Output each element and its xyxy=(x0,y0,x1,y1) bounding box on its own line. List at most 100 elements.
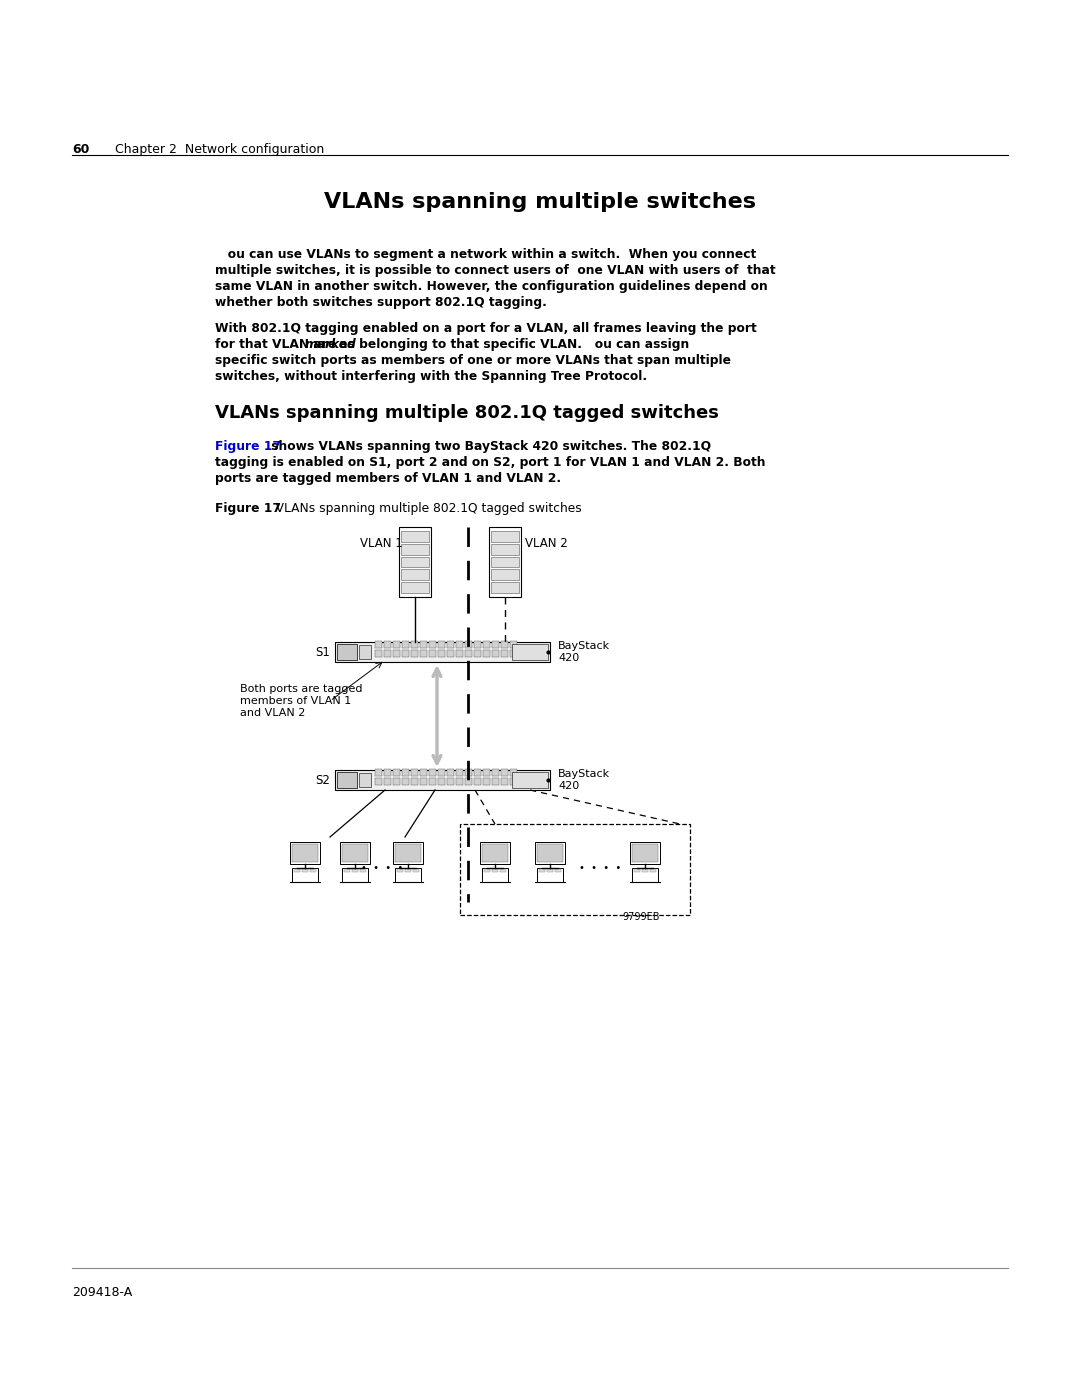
Bar xyxy=(310,869,316,872)
Bar xyxy=(492,650,499,657)
Bar xyxy=(465,641,472,648)
Bar xyxy=(491,543,519,555)
Text: •  •  •  •: • • • • xyxy=(361,863,403,873)
Bar xyxy=(411,641,418,648)
Bar xyxy=(402,641,409,648)
Bar xyxy=(399,527,431,597)
Bar xyxy=(375,641,382,648)
Text: 420: 420 xyxy=(558,781,579,791)
Bar xyxy=(483,641,490,648)
Bar xyxy=(345,869,350,872)
Text: tagging is enabled on S1, port 2 and on S2, port 1 for VLAN 1 and VLAN 2. Both: tagging is enabled on S1, port 2 and on … xyxy=(215,455,766,469)
Bar xyxy=(393,641,400,648)
Bar xyxy=(384,641,391,648)
Bar xyxy=(484,869,490,872)
Bar xyxy=(401,570,429,580)
Bar xyxy=(465,778,472,785)
Bar xyxy=(483,768,490,775)
Text: With 802.1Q tagging enabled on a port for a VLAN, all frames leaving the port: With 802.1Q tagging enabled on a port fo… xyxy=(215,321,757,335)
Bar xyxy=(650,869,656,872)
Bar xyxy=(512,773,548,788)
Bar xyxy=(480,842,510,863)
Bar xyxy=(456,641,463,648)
Bar xyxy=(491,583,519,592)
Bar xyxy=(413,869,419,872)
Bar xyxy=(438,641,445,648)
Bar xyxy=(292,844,318,862)
Bar xyxy=(420,641,427,648)
Bar xyxy=(630,842,660,863)
Bar xyxy=(402,778,409,785)
Text: VLAN 2: VLAN 2 xyxy=(525,536,568,550)
Bar xyxy=(294,869,300,872)
Bar xyxy=(460,824,690,915)
Bar xyxy=(429,778,436,785)
Text: 420: 420 xyxy=(558,652,579,664)
Bar xyxy=(510,768,517,775)
Bar xyxy=(302,869,308,872)
Bar xyxy=(420,650,427,657)
Bar xyxy=(429,650,436,657)
Bar xyxy=(483,778,490,785)
Text: Figure 17: Figure 17 xyxy=(215,502,281,515)
Text: specific switch ports as members of one or more VLANs that span multiple: specific switch ports as members of one … xyxy=(215,353,731,367)
Bar xyxy=(634,869,640,872)
Bar xyxy=(535,842,565,863)
Text: whether both switches support 802.1Q tagging.: whether both switches support 802.1Q tag… xyxy=(215,296,546,309)
Bar xyxy=(420,768,427,775)
Bar xyxy=(340,842,370,863)
Bar xyxy=(632,868,658,882)
Bar xyxy=(492,768,499,775)
Bar xyxy=(501,778,508,785)
Bar xyxy=(465,768,472,775)
Bar xyxy=(491,556,519,567)
Bar xyxy=(447,778,454,785)
Text: Figure 17: Figure 17 xyxy=(215,440,281,453)
Bar xyxy=(411,778,418,785)
Text: for that VLAN are: for that VLAN are xyxy=(215,338,340,351)
Bar xyxy=(539,869,545,872)
Bar xyxy=(510,778,517,785)
Text: Chapter 2  Network configuration: Chapter 2 Network configuration xyxy=(114,142,324,156)
Text: •  •  •  •: • • • • xyxy=(579,863,621,873)
Bar xyxy=(342,844,368,862)
Bar xyxy=(474,778,481,785)
Bar xyxy=(474,650,481,657)
Bar xyxy=(537,844,563,862)
Bar xyxy=(384,650,391,657)
Text: 60: 60 xyxy=(72,142,90,156)
Bar xyxy=(342,868,368,882)
Bar xyxy=(546,869,553,872)
Bar xyxy=(456,778,463,785)
Bar xyxy=(510,641,517,648)
Bar xyxy=(642,869,648,872)
Bar xyxy=(402,650,409,657)
Bar xyxy=(401,531,429,542)
Text: 9799EB: 9799EB xyxy=(622,912,660,922)
Bar xyxy=(491,531,519,542)
Bar xyxy=(429,768,436,775)
Bar xyxy=(501,768,508,775)
Bar xyxy=(395,844,421,862)
Bar xyxy=(492,778,499,785)
Bar xyxy=(456,768,463,775)
Text: as belonging to that specific VLAN.   ou can assign: as belonging to that specific VLAN. ou c… xyxy=(335,338,689,351)
Bar xyxy=(397,869,403,872)
Bar xyxy=(492,641,499,648)
Bar xyxy=(492,869,498,872)
Bar xyxy=(337,773,357,788)
Bar xyxy=(555,869,561,872)
Bar xyxy=(438,778,445,785)
Bar xyxy=(483,650,490,657)
Bar xyxy=(632,844,658,862)
Bar xyxy=(512,644,548,659)
Bar xyxy=(375,650,382,657)
Text: S2: S2 xyxy=(315,774,330,787)
Bar xyxy=(491,570,519,580)
Bar xyxy=(474,768,481,775)
Bar xyxy=(500,869,507,872)
Bar xyxy=(474,641,481,648)
Text: switches, without interfering with the Spanning Tree Protocol.: switches, without interfering with the S… xyxy=(215,370,647,383)
Text: VLANs spanning multiple 802.1Q tagged switches: VLANs spanning multiple 802.1Q tagged sw… xyxy=(215,404,719,422)
Bar xyxy=(411,768,418,775)
